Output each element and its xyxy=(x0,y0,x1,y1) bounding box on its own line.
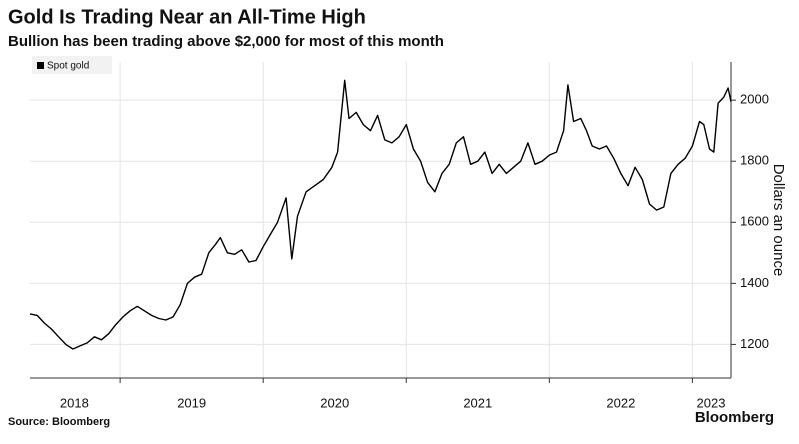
legend-box xyxy=(32,56,112,74)
chart-subtitle: Bullion has been trading above $2,000 fo… xyxy=(8,33,444,50)
y-axis-label: Dollars an ounce xyxy=(770,164,787,277)
line xyxy=(29,79,732,350)
y-tick-label: 1200 xyxy=(740,336,769,351)
legend-swatch xyxy=(37,62,44,69)
x-tick-label: 2021 xyxy=(463,395,492,410)
x-tick-label: 2019 xyxy=(177,395,206,410)
y-tick-label: 1600 xyxy=(740,214,769,229)
y-tick-label: 1800 xyxy=(740,153,769,168)
chart-title: Gold Is Trading Near an All-Time High xyxy=(8,6,366,28)
x-tick-label: 2023 xyxy=(697,395,726,410)
x-tick-label: 2022 xyxy=(606,395,635,410)
x-tick-label: 2018 xyxy=(60,395,89,410)
y-tick-label: 2000 xyxy=(740,92,769,107)
y-tick-label: 1400 xyxy=(740,275,769,290)
brand: Bloomberg xyxy=(695,409,774,426)
source: Source: Bloomberg xyxy=(8,416,110,428)
legend-label: Spot gold xyxy=(47,61,89,72)
x-tick-label: 2020 xyxy=(320,395,349,410)
